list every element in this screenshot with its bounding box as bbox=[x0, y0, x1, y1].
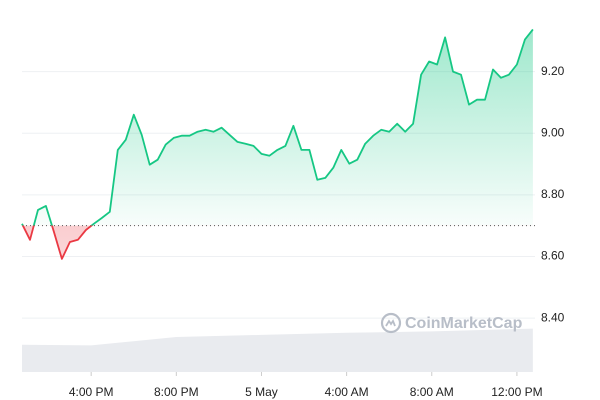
y-tick-label: 8.80 bbox=[541, 187, 565, 201]
y-tick-label: 9.00 bbox=[541, 125, 565, 139]
y-tick-label: 9.20 bbox=[541, 64, 565, 78]
x-tick-label: 12:00 PM bbox=[491, 385, 542, 399]
x-tick-label: 4:00 AM bbox=[325, 385, 369, 399]
watermark: CoinMarketCap bbox=[380, 312, 523, 334]
x-tick-label: 8:00 PM bbox=[154, 385, 199, 399]
price-area bbox=[22, 29, 533, 259]
x-tick-label: 8:00 AM bbox=[410, 385, 454, 399]
x-tick-label: 5 May bbox=[245, 385, 278, 399]
y-tick-label: 8.60 bbox=[541, 249, 565, 263]
x-tick-label: 4:00 PM bbox=[69, 385, 114, 399]
volume-area bbox=[22, 328, 533, 372]
price-line bbox=[21, 28, 534, 260]
watermark-text: CoinMarketCap bbox=[405, 315, 523, 332]
y-tick-label: 8.40 bbox=[541, 310, 565, 324]
